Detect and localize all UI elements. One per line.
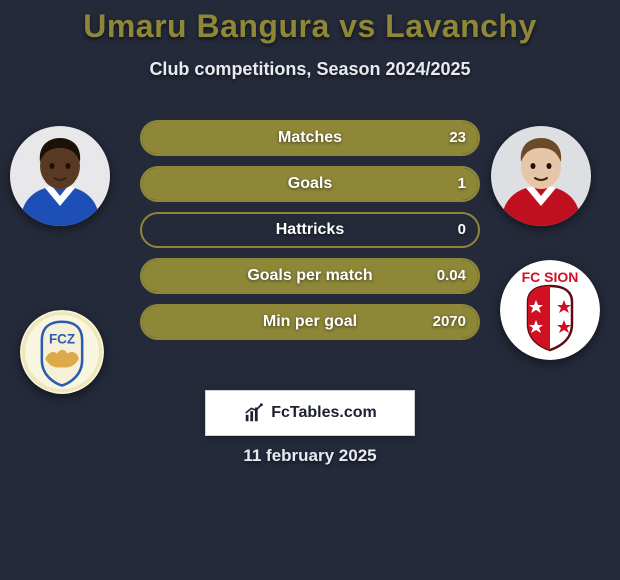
date-label: 11 february 2025 xyxy=(0,446,620,466)
stat-label: Goals per match xyxy=(142,260,478,292)
stat-bar: Matches23 xyxy=(140,120,480,156)
stat-label: Matches xyxy=(142,122,478,154)
subtitle: Club competitions, Season 2024/2025 xyxy=(0,59,620,80)
player-right-crest: FC SION xyxy=(500,260,600,360)
stat-value-right: 0 xyxy=(458,214,466,246)
stat-label: Goals xyxy=(142,168,478,200)
brand-badge: FcTables.com xyxy=(205,390,415,436)
stat-value-right: 0.04 xyxy=(437,260,466,292)
brand-label: FcTables.com xyxy=(271,404,377,422)
chart-icon xyxy=(243,402,265,424)
player-left-crest: FCZ xyxy=(20,310,104,394)
svg-text:FC SION: FC SION xyxy=(522,269,579,285)
stat-bar: Goals1 xyxy=(140,166,480,202)
stat-value-right: 1 xyxy=(458,168,466,200)
stat-value-right: 2070 xyxy=(433,306,466,338)
svg-text:FCZ: FCZ xyxy=(49,332,75,347)
stat-label: Hattricks xyxy=(142,214,478,246)
player-right-avatar xyxy=(491,126,591,226)
player-left-avatar xyxy=(10,126,110,226)
page-title: Umaru Bangura vs Lavanchy xyxy=(0,0,620,45)
stat-bar: Hattricks0 xyxy=(140,212,480,248)
stat-label: Min per goal xyxy=(142,306,478,338)
stat-value-right: 23 xyxy=(449,122,466,154)
stat-bar: Goals per match0.04 xyxy=(140,258,480,294)
stat-bar: Min per goal2070 xyxy=(140,304,480,340)
stats-panel: Matches23 Goals1 Hattricks0 Goals per match… xyxy=(140,120,480,350)
